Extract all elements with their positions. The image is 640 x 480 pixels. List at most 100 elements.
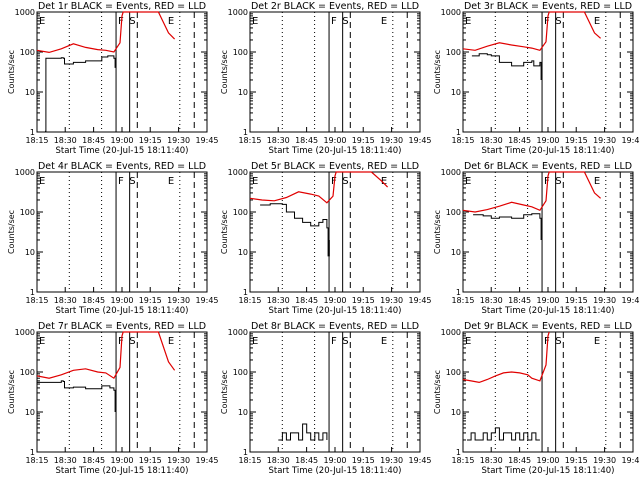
y-tick-label: 1000 bbox=[441, 8, 461, 17]
x-tick-label: 19:45 bbox=[621, 136, 640, 145]
x-tick-label: 19:30 bbox=[593, 136, 616, 145]
y-tick-label: 1000 bbox=[441, 168, 461, 177]
x-axis-label: Start Time (20-Jul-15 18:11:40) bbox=[269, 146, 402, 156]
x-tick-label: 19:00 bbox=[536, 136, 559, 145]
x-tick-label: 19:15 bbox=[565, 456, 588, 465]
x-tick-label: 19:45 bbox=[408, 456, 431, 465]
y-tick-label: 10 bbox=[25, 248, 35, 257]
y-tick-label: 1000 bbox=[15, 8, 35, 17]
x-tick-label: 19:15 bbox=[565, 296, 588, 305]
x-tick-label: 19:30 bbox=[380, 296, 403, 305]
plot-frame bbox=[462, 11, 634, 133]
y-tick-label: 1000 bbox=[228, 168, 248, 177]
panel-title: Det 3r BLACK = Events, RED = LLD bbox=[464, 1, 632, 12]
x-tick-label: 19:30 bbox=[380, 456, 403, 465]
x-tick-label: 18:45 bbox=[508, 456, 531, 465]
event-marker: S bbox=[129, 336, 135, 347]
y-axis-label: Counts/sec bbox=[433, 210, 442, 254]
x-tick-label: 18:15 bbox=[238, 456, 261, 465]
event-marker: E bbox=[168, 336, 174, 347]
x-axis-label: Start Time (20-Jul-15 18:11:40) bbox=[56, 146, 189, 156]
plot-frame bbox=[462, 171, 634, 293]
x-tick-label: 18:15 bbox=[451, 136, 474, 145]
x-tick-label: 19:00 bbox=[323, 136, 346, 145]
y-tick-label: 1000 bbox=[228, 328, 248, 337]
x-tick-label: 19:30 bbox=[167, 456, 190, 465]
event-marker: E bbox=[252, 16, 258, 27]
detector-panel: Det 9r BLACK = Events, RED = LLD 1 10 100 10… bbox=[433, 321, 640, 476]
x-tick-label: 18:15 bbox=[238, 136, 261, 145]
y-tick-label: 10 bbox=[238, 248, 248, 257]
x-tick-label: 19:00 bbox=[536, 456, 559, 465]
lld-series-line bbox=[36, 331, 176, 380]
y-tick-label: 1 bbox=[456, 288, 461, 297]
y-tick-label: 100 bbox=[20, 48, 35, 57]
plot-frame bbox=[462, 331, 634, 453]
x-tick-label: 18:45 bbox=[295, 456, 318, 465]
x-tick-label: 19:15 bbox=[352, 136, 375, 145]
events-series-line bbox=[473, 213, 542, 240]
x-tick-label: 18:15 bbox=[25, 456, 48, 465]
event-marker: E bbox=[381, 336, 387, 347]
y-tick-label: 1 bbox=[243, 288, 248, 297]
event-marker: S bbox=[555, 16, 561, 27]
event-marker: F bbox=[331, 336, 337, 347]
event-marker: E bbox=[594, 16, 600, 27]
plot-frame bbox=[249, 171, 421, 293]
x-tick-label: 18:45 bbox=[295, 296, 318, 305]
lld-series-line bbox=[462, 11, 601, 51]
x-tick-label: 18:15 bbox=[25, 136, 48, 145]
x-tick-label: 18:15 bbox=[451, 296, 474, 305]
x-tick-label: 19:00 bbox=[110, 456, 133, 465]
panel-title: Det 8r BLACK = Events, RED = LLD bbox=[251, 321, 419, 332]
x-axis-label: Start Time (20-Jul-15 18:11:40) bbox=[269, 466, 402, 476]
panel-title: Det 4r BLACK = Events, RED = LLD bbox=[38, 161, 206, 172]
plot-frame bbox=[36, 171, 208, 293]
event-marker: E bbox=[168, 176, 174, 187]
y-tick-label: 1 bbox=[243, 128, 248, 137]
x-tick-label: 19:45 bbox=[621, 456, 640, 465]
y-tick-label: 1000 bbox=[441, 328, 461, 337]
y-tick-label: 10 bbox=[451, 408, 461, 417]
y-tick-label: 10 bbox=[238, 88, 248, 97]
y-tick-label: 10 bbox=[451, 248, 461, 257]
event-marker: E bbox=[594, 336, 600, 347]
y-tick-label: 1 bbox=[456, 448, 461, 457]
x-tick-label: 18:45 bbox=[508, 296, 531, 305]
plot-frame bbox=[36, 331, 208, 453]
y-tick-label: 10 bbox=[451, 88, 461, 97]
x-tick-label: 19:30 bbox=[380, 136, 403, 145]
y-tick-label: 100 bbox=[233, 48, 248, 57]
x-tick-label: 19:15 bbox=[139, 136, 162, 145]
x-tick-label: 19:45 bbox=[195, 136, 218, 145]
y-tick-label: 100 bbox=[446, 368, 461, 377]
detector-panel: Det 6r BLACK = Events, RED = LLD 1 10 100 10… bbox=[433, 161, 640, 316]
x-tick-label: 19:45 bbox=[195, 296, 218, 305]
x-tick-label: 19:00 bbox=[536, 296, 559, 305]
events-series-line bbox=[45, 55, 116, 132]
detector-panel: Det 1r BLACK = Events, RED = LLD 1 10 100 10… bbox=[7, 1, 219, 156]
x-tick-label: 19:00 bbox=[110, 136, 133, 145]
x-tick-label: 18:15 bbox=[238, 296, 261, 305]
x-tick-label: 19:15 bbox=[139, 456, 162, 465]
y-tick-label: 1000 bbox=[15, 168, 35, 177]
event-marker: E bbox=[252, 176, 258, 187]
x-tick-label: 18:15 bbox=[451, 456, 474, 465]
x-tick-label: 19:15 bbox=[352, 456, 375, 465]
event-marker: S bbox=[555, 336, 561, 347]
event-marker: S bbox=[129, 16, 135, 27]
x-tick-label: 19:15 bbox=[565, 136, 588, 145]
x-tick-label: 18:30 bbox=[267, 136, 290, 145]
lld-series-line bbox=[462, 171, 601, 213]
x-tick-label: 18:30 bbox=[54, 296, 77, 305]
detector-panel: Det 4r BLACK = Events, RED = LLD 1 10 100 10… bbox=[7, 161, 219, 316]
y-axis-label: Counts/sec bbox=[7, 210, 16, 254]
x-tick-label: 18:30 bbox=[54, 456, 77, 465]
events-series-line bbox=[37, 380, 116, 412]
x-axis-label: Start Time (20-Jul-15 18:11:40) bbox=[56, 466, 189, 476]
x-tick-label: 18:15 bbox=[25, 296, 48, 305]
x-tick-label: 18:30 bbox=[267, 296, 290, 305]
event-marker: F bbox=[118, 176, 124, 187]
event-marker: E bbox=[168, 16, 174, 27]
